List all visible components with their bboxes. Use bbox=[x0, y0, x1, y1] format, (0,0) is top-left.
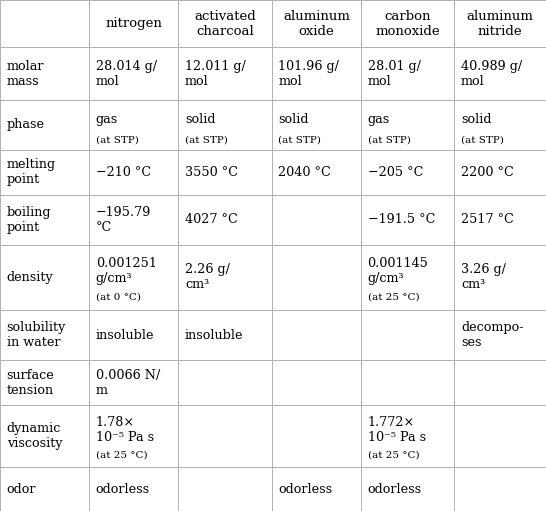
Text: −195.79
°C: −195.79 °C bbox=[96, 205, 151, 234]
Text: 2.26 g/
cm³: 2.26 g/ cm³ bbox=[185, 263, 230, 291]
Text: odor: odor bbox=[7, 482, 36, 496]
Text: melting
point: melting point bbox=[7, 158, 56, 186]
Text: 3.26 g/
cm³: 3.26 g/ cm³ bbox=[461, 263, 506, 291]
Text: −210 °C: −210 °C bbox=[96, 166, 151, 179]
Text: gas: gas bbox=[96, 113, 118, 126]
Text: (at STP): (at STP) bbox=[461, 135, 504, 144]
Text: density: density bbox=[7, 271, 54, 284]
Text: (at STP): (at STP) bbox=[96, 135, 139, 144]
Text: odorless: odorless bbox=[367, 482, 422, 496]
Text: (at 25 °C): (at 25 °C) bbox=[96, 450, 147, 459]
Text: (at 25 °C): (at 25 °C) bbox=[367, 293, 419, 301]
Text: surface
tension: surface tension bbox=[7, 368, 54, 397]
Text: (at 25 °C): (at 25 °C) bbox=[367, 450, 419, 459]
Text: 1.772×
10⁻⁵ Pa s: 1.772× 10⁻⁵ Pa s bbox=[367, 416, 426, 444]
Text: decompo-
ses: decompo- ses bbox=[461, 321, 524, 349]
Text: odorless: odorless bbox=[96, 482, 150, 496]
Text: (at STP): (at STP) bbox=[367, 135, 411, 144]
Text: 2040 °C: 2040 °C bbox=[278, 166, 331, 179]
Text: 101.96 g/
mol: 101.96 g/ mol bbox=[278, 60, 339, 87]
Text: activated
charcoal: activated charcoal bbox=[194, 10, 256, 38]
Text: solubility
in water: solubility in water bbox=[7, 321, 66, 349]
Text: gas: gas bbox=[367, 113, 390, 126]
Text: insoluble: insoluble bbox=[96, 329, 154, 342]
Text: −205 °C: −205 °C bbox=[367, 166, 423, 179]
Text: nitrogen: nitrogen bbox=[105, 17, 162, 30]
Text: 1.78×
10⁻⁵ Pa s: 1.78× 10⁻⁵ Pa s bbox=[96, 416, 154, 444]
Text: solid: solid bbox=[278, 113, 309, 126]
Text: 0.001251
g/cm³: 0.001251 g/cm³ bbox=[96, 257, 157, 285]
Text: solid: solid bbox=[185, 113, 216, 126]
Text: solid: solid bbox=[461, 113, 491, 126]
Text: 2517 °C: 2517 °C bbox=[461, 213, 514, 226]
Text: phase: phase bbox=[7, 118, 45, 131]
Text: (at STP): (at STP) bbox=[185, 135, 228, 144]
Text: 40.989 g/
mol: 40.989 g/ mol bbox=[461, 60, 522, 87]
Text: 3550 °C: 3550 °C bbox=[185, 166, 238, 179]
Text: boiling
point: boiling point bbox=[7, 205, 51, 234]
Text: 28.014 g/
mol: 28.014 g/ mol bbox=[96, 60, 157, 87]
Text: odorless: odorless bbox=[278, 482, 333, 496]
Text: aluminum
nitride: aluminum nitride bbox=[467, 10, 533, 38]
Text: (at 0 °C): (at 0 °C) bbox=[96, 293, 141, 301]
Text: 0.001145
g/cm³: 0.001145 g/cm³ bbox=[367, 257, 429, 285]
Text: aluminum
oxide: aluminum oxide bbox=[283, 10, 350, 38]
Text: 12.011 g/
mol: 12.011 g/ mol bbox=[185, 60, 246, 87]
Text: dynamic
viscosity: dynamic viscosity bbox=[7, 422, 62, 450]
Text: molar
mass: molar mass bbox=[7, 60, 44, 87]
Text: 0.0066 N/
m: 0.0066 N/ m bbox=[96, 368, 160, 397]
Text: insoluble: insoluble bbox=[185, 329, 244, 342]
Text: 28.01 g/
mol: 28.01 g/ mol bbox=[367, 60, 420, 87]
Text: (at STP): (at STP) bbox=[278, 135, 321, 144]
Text: −191.5 °C: −191.5 °C bbox=[367, 213, 435, 226]
Text: carbon
monoxide: carbon monoxide bbox=[376, 10, 440, 38]
Text: 4027 °C: 4027 °C bbox=[185, 213, 238, 226]
Text: 2200 °C: 2200 °C bbox=[461, 166, 514, 179]
